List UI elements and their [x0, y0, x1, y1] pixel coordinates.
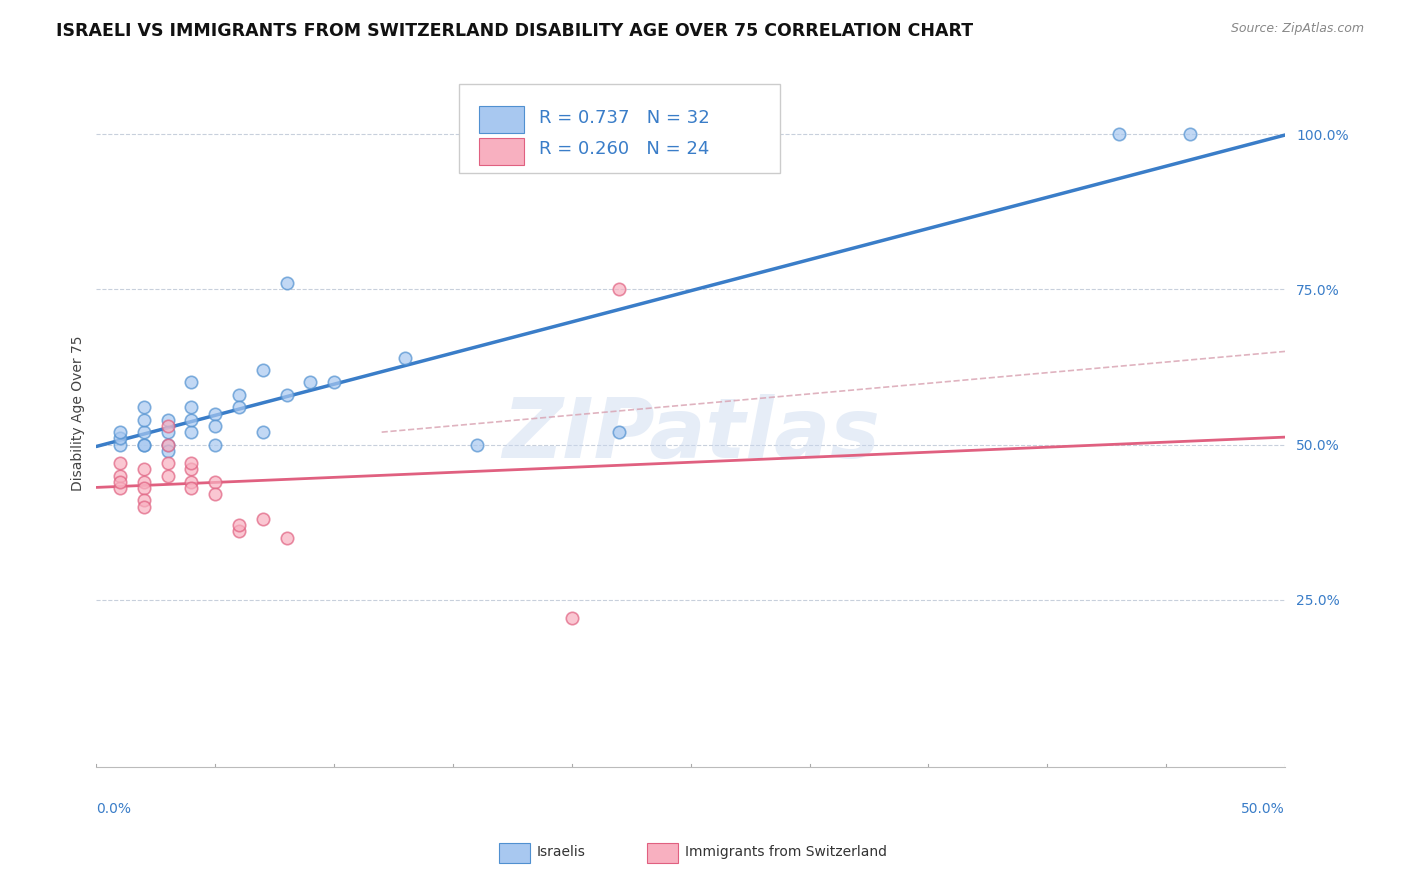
Point: [156, 443, 179, 458]
Point: [299, 376, 322, 390]
Point: [276, 531, 298, 545]
Point: [180, 401, 202, 415]
Text: R = 0.737   N = 32: R = 0.737 N = 32: [538, 109, 709, 127]
Point: [180, 413, 202, 427]
Point: [108, 481, 131, 495]
Point: [252, 425, 274, 439]
Point: [276, 276, 298, 290]
Point: [252, 363, 274, 377]
Point: [108, 456, 131, 470]
Point: [156, 456, 179, 470]
Point: [108, 468, 131, 483]
Text: Source: ZipAtlas.com: Source: ZipAtlas.com: [1230, 22, 1364, 36]
Text: 50.0%: 50.0%: [1241, 802, 1285, 815]
Point: [465, 437, 488, 451]
Point: [180, 376, 202, 390]
Point: [156, 413, 179, 427]
Point: [132, 413, 155, 427]
Point: [132, 401, 155, 415]
Text: Immigrants from Switzerland: Immigrants from Switzerland: [685, 845, 887, 859]
Text: ISRAELI VS IMMIGRANTS FROM SWITZERLAND DISABILITY AGE OVER 75 CORRELATION CHART: ISRAELI VS IMMIGRANTS FROM SWITZERLAND D…: [56, 22, 973, 40]
Text: R = 0.260   N = 24: R = 0.260 N = 24: [538, 141, 709, 159]
Point: [132, 475, 155, 489]
Y-axis label: Disability Age Over 75: Disability Age Over 75: [72, 335, 86, 491]
Point: [132, 462, 155, 476]
Point: [156, 437, 179, 451]
Text: ZIPatlas: ZIPatlas: [502, 394, 880, 475]
Point: [204, 437, 226, 451]
Point: [1178, 127, 1201, 141]
Point: [132, 493, 155, 508]
Point: [276, 388, 298, 402]
Point: [252, 512, 274, 526]
Point: [108, 475, 131, 489]
Text: Israelis: Israelis: [537, 845, 586, 859]
Point: [132, 500, 155, 514]
Point: [108, 425, 131, 439]
Point: [609, 425, 631, 439]
Point: [132, 437, 155, 451]
Point: [108, 437, 131, 451]
Point: [228, 388, 250, 402]
Text: 0.0%: 0.0%: [97, 802, 131, 815]
Point: [228, 524, 250, 539]
Point: [323, 376, 346, 390]
Point: [132, 437, 155, 451]
Point: [180, 481, 202, 495]
Bar: [479, 138, 524, 165]
Point: [609, 282, 631, 296]
FancyBboxPatch shape: [458, 85, 780, 173]
Point: [204, 407, 226, 421]
Point: [156, 468, 179, 483]
Point: [228, 518, 250, 533]
Point: [561, 611, 583, 625]
Point: [108, 431, 131, 445]
Point: [180, 425, 202, 439]
Point: [180, 456, 202, 470]
Point: [156, 437, 179, 451]
Point: [180, 462, 202, 476]
Point: [394, 351, 416, 365]
Point: [132, 425, 155, 439]
Point: [228, 401, 250, 415]
Point: [204, 487, 226, 501]
Point: [156, 425, 179, 439]
Point: [156, 418, 179, 433]
Point: [180, 475, 202, 489]
Point: [132, 481, 155, 495]
Point: [204, 475, 226, 489]
Bar: [479, 106, 524, 133]
Point: [1108, 127, 1130, 141]
Point: [204, 418, 226, 433]
